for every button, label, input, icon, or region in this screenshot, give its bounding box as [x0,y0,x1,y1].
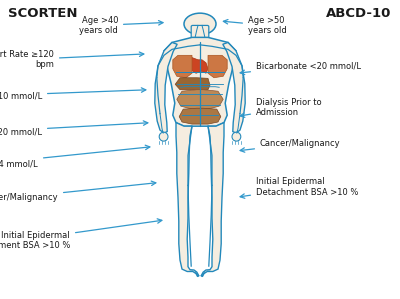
Text: Age >40
years old: Age >40 years old [79,16,163,35]
Text: Serum glucose >14 mmol/L: Serum glucose >14 mmol/L [0,145,150,169]
Polygon shape [155,42,177,133]
Polygon shape [175,78,210,90]
Polygon shape [177,90,223,109]
Text: Age >50
years old: Age >50 years old [223,16,287,35]
Polygon shape [176,123,199,277]
Polygon shape [186,57,208,73]
Text: Cancer/Malignancy: Cancer/Malignancy [240,139,341,152]
Ellipse shape [232,132,241,141]
Polygon shape [201,123,224,277]
Text: Bicarbonate <20 mmol/L: Bicarbonate <20 mmol/L [240,61,361,74]
Text: SCORTEN: SCORTEN [8,7,78,20]
Ellipse shape [159,132,168,141]
Polygon shape [179,108,221,124]
Text: Serum urea >10 mmol/L: Serum urea >10 mmol/L [0,88,146,100]
Text: ABCD-10: ABCD-10 [326,7,391,20]
Polygon shape [173,55,192,78]
FancyBboxPatch shape [191,25,209,39]
Text: Cancer/Malignancy: Cancer/Malignancy [0,181,156,202]
Text: Initial Epidermal
Detachment BSA >10 %: Initial Epidermal Detachment BSA >10 % [240,177,358,198]
Text: Initial Epidermal
Detachment BSA >10 %: Initial Epidermal Detachment BSA >10 % [0,219,162,250]
Text: Dialysis Prior to
Admission: Dialysis Prior to Admission [240,98,322,117]
Ellipse shape [184,13,216,35]
Polygon shape [208,55,227,78]
Polygon shape [223,42,245,133]
Text: Heart Rate ≥120
bpm: Heart Rate ≥120 bpm [0,50,144,69]
Polygon shape [164,37,236,126]
Text: Bicarbonate <20 mmol/L: Bicarbonate <20 mmol/L [0,121,148,136]
